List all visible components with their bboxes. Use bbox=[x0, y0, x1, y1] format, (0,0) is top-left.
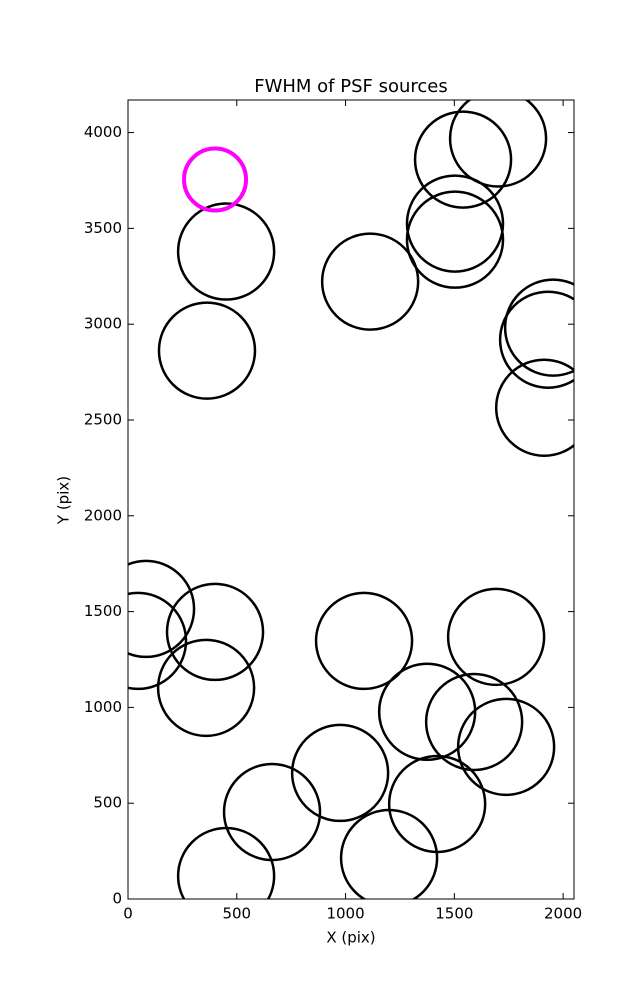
source-circle bbox=[128, 591, 188, 691]
source-circle bbox=[405, 190, 505, 289]
y-axis-label: Y (pix) bbox=[55, 476, 73, 525]
y-tick-label: 3500 bbox=[84, 219, 122, 237]
source-circle bbox=[405, 174, 505, 273]
y-tick-label: 1000 bbox=[84, 698, 122, 716]
source-circle bbox=[448, 100, 548, 188]
x-tick-label: 2000 bbox=[544, 905, 582, 923]
x-tick-label: 1000 bbox=[326, 905, 364, 923]
source-circle bbox=[339, 808, 439, 899]
y-tick-label: 500 bbox=[93, 794, 122, 812]
source-circle bbox=[424, 672, 524, 772]
source-circle bbox=[446, 587, 546, 687]
source-circle bbox=[387, 754, 487, 854]
source-circle bbox=[222, 762, 322, 862]
x-axis-label: X (pix) bbox=[326, 929, 375, 947]
source-circle bbox=[176, 826, 276, 899]
y-tick-label: 0 bbox=[112, 890, 122, 908]
source-circle bbox=[176, 202, 276, 301]
source-circle bbox=[165, 582, 265, 682]
source-circle bbox=[314, 591, 414, 691]
plot-frame bbox=[127, 99, 575, 900]
source-circle bbox=[498, 290, 574, 389]
y-tick-label: 4000 bbox=[84, 123, 122, 141]
source-circle bbox=[320, 232, 420, 331]
source-circle bbox=[456, 697, 556, 797]
plot-area bbox=[128, 100, 574, 899]
x-tick-label: 500 bbox=[222, 905, 251, 923]
x-tick-label: 0 bbox=[123, 905, 133, 923]
y-tick-label: 2000 bbox=[84, 506, 122, 524]
source-circle bbox=[156, 638, 256, 738]
chart-title: FWHM of PSF sources bbox=[254, 76, 448, 97]
y-tick-label: 2500 bbox=[84, 410, 122, 428]
source-circle bbox=[494, 358, 574, 457]
source-circle bbox=[128, 559, 196, 659]
source-circle bbox=[290, 723, 390, 823]
y-tick-label: 3000 bbox=[84, 315, 122, 333]
y-tick-label: 1500 bbox=[84, 602, 122, 620]
source-circle bbox=[157, 301, 257, 400]
source-circle bbox=[503, 278, 574, 377]
source-circle bbox=[182, 146, 249, 213]
x-tick-label: 1500 bbox=[435, 905, 473, 923]
source-circle bbox=[413, 110, 513, 209]
